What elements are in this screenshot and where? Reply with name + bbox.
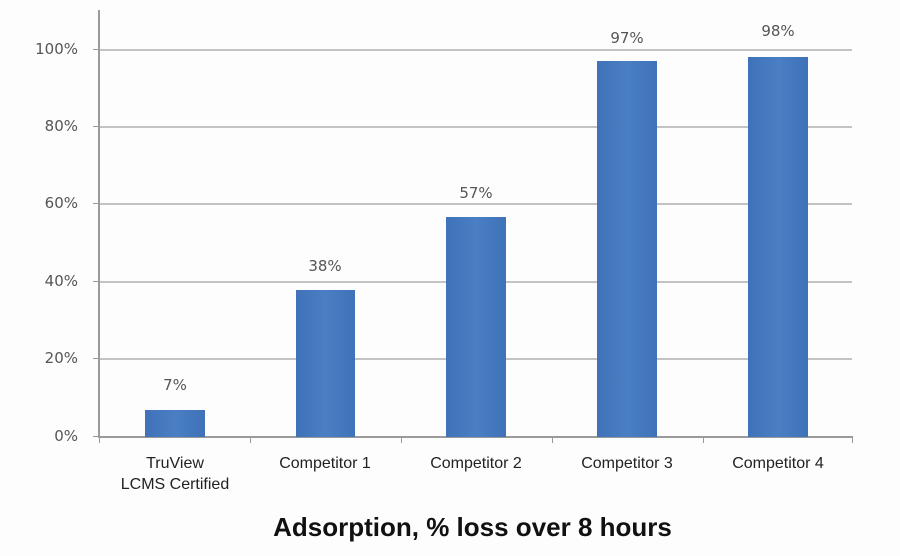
x-tick (552, 437, 553, 443)
bar-competitor-1 (296, 290, 355, 437)
x-tick (852, 437, 853, 443)
gridline-100 (99, 49, 852, 51)
y-tick-label-0: 0% (54, 427, 78, 445)
y-tick (93, 358, 99, 359)
value-label-competitor-3: 97% (587, 29, 667, 47)
category-label-competitor-4: Competitor 4 (732, 455, 824, 472)
x-tick (703, 437, 704, 443)
y-tick (93, 126, 99, 127)
gridline-80 (99, 126, 852, 128)
category-label-line-1: TruView (146, 455, 204, 472)
x-tick (250, 437, 251, 443)
x-axis (98, 436, 853, 438)
category-label-competitor-1: Competitor 1 (279, 455, 371, 472)
x-tick (99, 437, 100, 443)
value-label-competitor-2: 57% (436, 184, 516, 202)
y-axis (98, 10, 100, 438)
y-tick (93, 436, 99, 437)
value-label-competitor-1: 38% (308, 257, 342, 275)
value-label-competitor-4: 98% (761, 22, 795, 40)
y-tick-label-40: 40% (44, 272, 78, 290)
chart-title: Adsorption, % loss over 8 hours (273, 512, 672, 542)
gridline-60 (99, 203, 852, 205)
y-tick-label-20: 20% (44, 349, 78, 367)
bar-competitor-4 (748, 57, 808, 437)
y-tick-label-100: 100% (35, 40, 78, 58)
bar-competitor-3 (597, 61, 657, 437)
y-tick (93, 49, 99, 50)
y-tick (93, 281, 99, 282)
category-label-competitor-2: Competitor 2 (430, 455, 522, 472)
category-label-line-2: LCMS Certified (120, 476, 230, 493)
x-tick (401, 437, 402, 443)
bar-truview (145, 410, 205, 437)
value-label-truview: 7% (163, 376, 187, 394)
bar-competitor-2 (446, 217, 506, 437)
y-tick (93, 203, 99, 204)
category-label-truview: TruView LCMS Certified (100, 453, 250, 495)
y-tick-label-80: 80% (44, 117, 78, 135)
y-tick-label-60: 60% (44, 194, 78, 212)
category-label-competitor-3: Competitor 3 (581, 455, 673, 472)
